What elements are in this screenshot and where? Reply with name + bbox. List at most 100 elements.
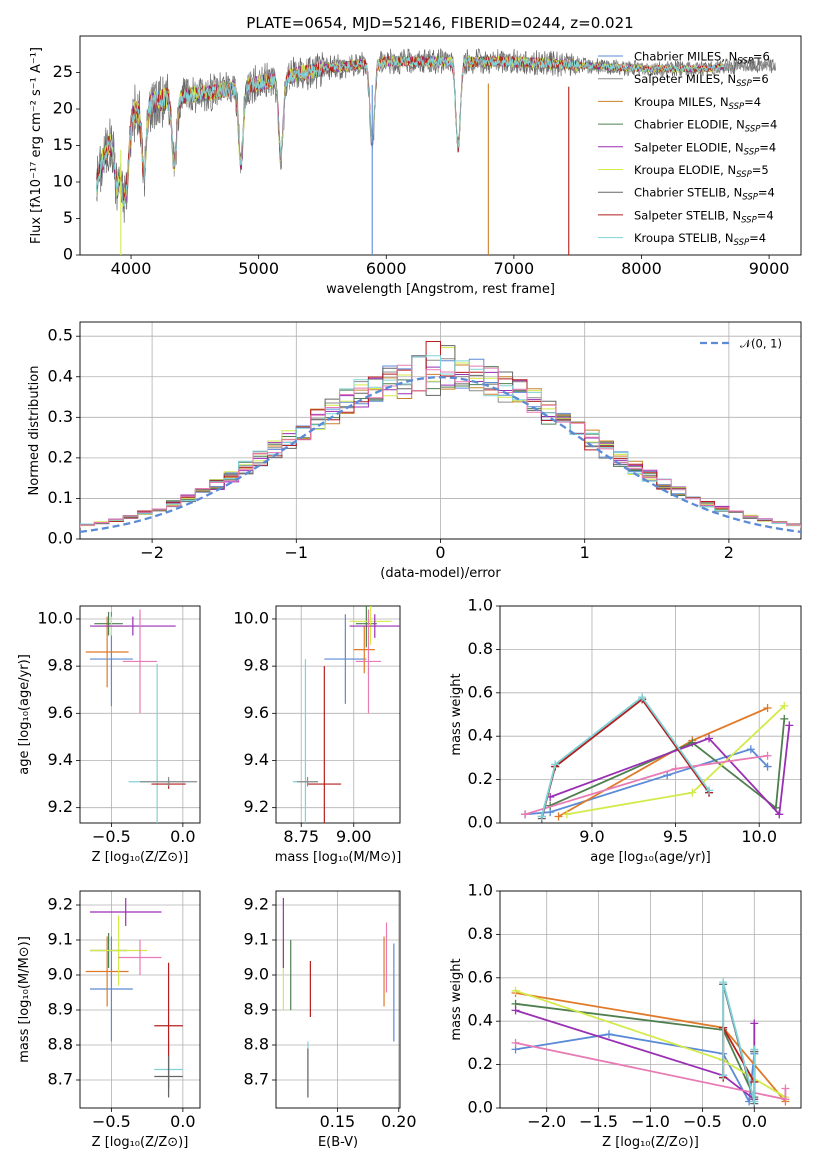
legend-entry: Chabrier MILES, NSSP=6: [634, 50, 770, 67]
y-tick-label: 0.3: [48, 407, 73, 426]
age_vs_mass-points: [292, 606, 400, 823]
weight-point-marker: [785, 721, 794, 730]
y-tick-label: 0.1: [48, 488, 73, 507]
y-tick-label: 9.6: [48, 703, 73, 722]
weight-point-marker: [562, 810, 571, 819]
legend-subscript: SSP: [737, 57, 753, 67]
y-tick-label: 20: [53, 99, 73, 118]
y-tick-label: 0.8: [468, 924, 493, 943]
weight_vs_Z-frame: [499, 890, 802, 1109]
legend-label-gauss: 𝒩(0, 1): [740, 337, 782, 351]
legend-suffix: =6: [752, 72, 769, 86]
x-tick-label: 1: [580, 543, 590, 562]
weight-point-marker: [750, 1097, 759, 1106]
y-tick-label: 0.6: [468, 682, 493, 701]
y-tick-label: 15: [53, 135, 73, 154]
x-tick-label: 9000: [749, 259, 790, 278]
y-tick-label: 10.0: [37, 608, 73, 627]
spectrum-series-salpeter_stelib: [96, 55, 725, 204]
y-tick-label: 0.4: [468, 726, 493, 745]
weight-point-marker: [781, 1095, 790, 1104]
y-tick-label: 9.8: [244, 656, 269, 675]
weight-series-line: [549, 725, 791, 817]
legend-suffix: =4: [744, 95, 761, 109]
y-tick-label: 0.0: [468, 1098, 493, 1117]
weight-point-marker: [511, 1038, 520, 1047]
y-tick-label: 9.4: [244, 750, 269, 769]
legend-entry: Salpeter STELIB, NSSP=4: [634, 208, 774, 225]
weight-point-marker: [688, 788, 697, 797]
weight-series-line: [722, 1024, 756, 1083]
weight-point-marker: [780, 701, 789, 710]
y-tick-label: 9.1: [244, 930, 269, 949]
legend-suffix: =4: [759, 140, 776, 154]
x-tick-label: 9.5: [663, 827, 688, 846]
weight-point-marker: [763, 703, 772, 712]
legend-entry: Kroupa MILES, NSSP=4: [634, 95, 761, 112]
y-axis-label: age [log₁₀(age/yr)]: [17, 654, 32, 775]
spectrum-lines: [96, 48, 776, 255]
y-axis-label: Normed distribution: [27, 366, 42, 496]
x-tick-label: 6000: [366, 259, 407, 278]
x-axis-label: age [log₁₀(age/yr)]: [590, 850, 711, 865]
age_vs_mass-frame: [275, 605, 401, 824]
y-tick-label: 0.6: [468, 967, 493, 986]
legend-entry: Salpeter ELODIE, NSSP=4: [634, 140, 776, 157]
x-tick-label: −2.0: [527, 1112, 566, 1131]
weight-series-line: [524, 754, 768, 816]
y-tick-label: 8.9: [48, 1000, 73, 1019]
legend-entry: Kroupa STELIB, NSSP=4: [634, 231, 766, 248]
legend-subscript: SSP: [744, 147, 760, 157]
x-tick-label: 9.00: [336, 827, 372, 846]
spectrum-series-kroupa_miles: [96, 55, 725, 205]
x-tick-label: 0.0: [170, 1112, 195, 1131]
y-tick-label: 9.0: [244, 965, 269, 984]
legend-entry: Salpeter MILES, NSSP=6: [634, 72, 769, 89]
y-tick-label: 9.2: [48, 797, 73, 816]
spectrum-series-kroupa_stelib: [96, 56, 725, 207]
y-axis-label: mass [log₁₀(M/M⊙)]: [17, 936, 32, 1063]
legend-subscript: SSP: [729, 102, 745, 112]
legend-entry: Kroupa ELODIE, NSSP=5: [634, 163, 769, 180]
x-axis-label: Z [log₁₀(Z/Z⊙)]: [92, 850, 189, 865]
x-tick-label: 9.0: [579, 827, 604, 846]
weight-point-marker: [763, 762, 772, 771]
x-tick-label: 8000: [621, 259, 662, 278]
x-axis-label: E(B-V): [318, 1135, 358, 1150]
legend-label: Kroupa STELIB, N: [634, 231, 734, 245]
legend-suffix: =5: [752, 163, 769, 177]
y-tick-label: 0: [63, 245, 73, 264]
x-tick-label: 0: [435, 543, 445, 562]
legend-label: Kroupa MILES, N: [634, 95, 729, 109]
weight_vs_Z-series: [511, 978, 790, 1108]
age_vs_Z-frame: [79, 605, 201, 824]
y-tick-label: 0.0: [48, 529, 73, 548]
y-tick-label: 8.8: [48, 1035, 73, 1054]
figure-title: PLATE=0654, MJD=52146, FIBERID=0244, z=0…: [246, 14, 633, 32]
legend-label: Kroupa ELODIE, N: [634, 163, 736, 177]
weight-point-marker: [746, 745, 755, 754]
weight-point-marker: [537, 812, 546, 821]
weight-point-marker: [663, 771, 672, 780]
weight-point-marker: [750, 1045, 759, 1054]
y-tick-label: 0.0: [468, 813, 493, 832]
y-tick-label: 9.2: [48, 895, 73, 914]
spectrum-legend: Chabrier MILES, NSSP=6 Salpeter MILES, NS…: [598, 50, 777, 248]
weight-point-marker: [719, 1071, 728, 1080]
spectrum-frame: [79, 35, 802, 256]
x-tick-label: 0.0: [742, 1112, 767, 1131]
x-tick-label: −2: [140, 543, 164, 562]
x-axis-label: (data-model)/error: [380, 566, 501, 581]
weight-point-marker: [511, 1006, 520, 1015]
x-tick-label: 4000: [111, 259, 152, 278]
mass_vs_Z-points: [85, 898, 183, 1098]
mass_vs_EBV-frame: [275, 890, 401, 1109]
x-tick-label: −1.5: [579, 1112, 618, 1131]
y-tick-label: 0.4: [48, 366, 73, 385]
residuals-axes: −2 −1 0 1 2 0.0 0.1 0.2 0.3 0.4 0.5 (data-model)/er…: [27, 321, 802, 581]
y-tick-label: 8.8: [244, 1035, 269, 1054]
y-tick-label: 9.0: [48, 965, 73, 984]
x-tick-label: 2: [724, 543, 734, 562]
x-tick-label: −0.5: [92, 1112, 131, 1131]
y-tick-label: 9.6: [244, 703, 269, 722]
